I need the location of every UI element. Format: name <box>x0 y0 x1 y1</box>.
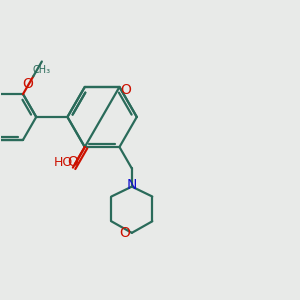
Text: CH₃: CH₃ <box>33 65 51 75</box>
Text: N: N <box>127 178 137 192</box>
Text: O: O <box>68 155 78 169</box>
Text: O: O <box>22 76 33 91</box>
Text: O: O <box>119 226 130 240</box>
Text: HO: HO <box>54 156 73 169</box>
Text: O: O <box>120 83 131 97</box>
